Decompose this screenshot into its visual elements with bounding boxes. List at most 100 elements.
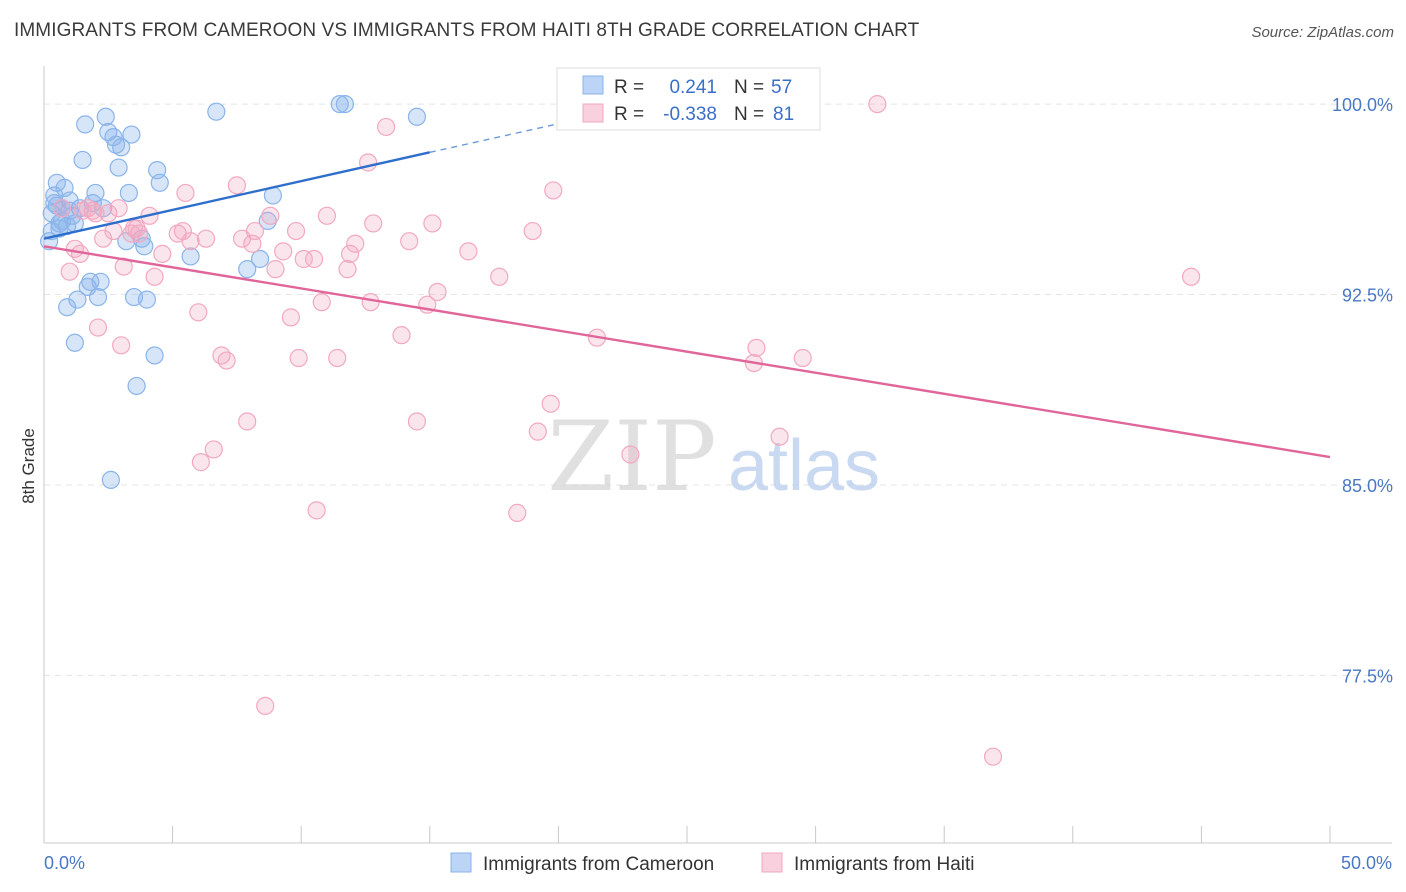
legend-r-label-haiti: R = (614, 104, 644, 125)
cameroon-point-41 (127, 376, 146, 396)
y-axis-title: 8th Grade (19, 428, 38, 504)
series-label-haiti: Immigrants from Haiti (794, 854, 975, 875)
haiti-point-29 (204, 440, 223, 459)
cameroon-point-22 (76, 115, 95, 134)
haiti-point-50 (338, 260, 357, 279)
haiti-point-64 (490, 267, 509, 286)
haiti-point-41 (281, 308, 301, 327)
watermark: ZIP atlas (547, 401, 880, 513)
haiti-point-34 (238, 412, 257, 431)
haiti-point-58 (400, 232, 419, 251)
cameroon-point-36 (112, 138, 131, 157)
legend-r-label-cameroon: R = (614, 77, 644, 98)
cameroon-point-13 (58, 298, 77, 317)
correlation-legend: R = 0.241 N = 57 R = -0.338 N = 81 (556, 67, 821, 131)
haiti-point-20 (145, 267, 164, 286)
axes (43, 66, 1392, 844)
cameroon-point-14 (60, 191, 79, 210)
y-tick-label-0: 100.0% (1332, 95, 1393, 115)
series-label-cameroon: Immigrants from Cameroon (483, 854, 714, 875)
haiti-point-73 (747, 338, 766, 357)
haiti-point-31 (217, 351, 236, 370)
haiti-point-63 (459, 242, 478, 261)
cameroon-point-54 (330, 94, 349, 114)
haiti-point-28 (196, 229, 216, 248)
legend-r-value-haiti: -0.338 (663, 104, 717, 125)
cameroon-point-28 (91, 272, 110, 291)
cameroon-point-52 (258, 211, 277, 230)
x-tick-label-left: 0.0% (44, 853, 85, 873)
cameroon-point-50 (238, 260, 257, 279)
haiti-point-62 (428, 282, 447, 302)
cameroon-point-44 (137, 290, 156, 309)
haiti-point-47 (312, 293, 331, 312)
haiti-point-39 (266, 260, 285, 279)
haiti-point-17 (127, 219, 146, 238)
legend-n-value-cameroon: 57 (771, 77, 792, 98)
legend-swatch-haiti (582, 103, 604, 123)
haiti-point-68 (541, 394, 560, 413)
legend-n-label-haiti: N = (734, 104, 764, 125)
haiti-point-65 (508, 503, 527, 523)
haiti-point-36 (245, 221, 265, 241)
haiti-point-9 (94, 229, 113, 248)
cameroon-point-32 (101, 470, 120, 489)
haiti-point-13 (112, 336, 131, 355)
legend-n-value-haiti: 81 (773, 104, 794, 125)
cameroon-point-30 (96, 107, 115, 126)
watermark-zip: ZIP (547, 401, 716, 513)
haiti-point-61 (423, 214, 442, 233)
haiti-point-15 (122, 224, 141, 243)
haiti-point-37 (256, 696, 275, 715)
haiti-point-46 (307, 501, 326, 520)
y-tick-label-2: 85.0% (1342, 476, 1393, 496)
haiti-point-23 (173, 221, 192, 241)
cameroon-point-56 (407, 107, 427, 126)
haiti-point-10 (99, 204, 118, 223)
cameroon-point-27 (88, 287, 108, 307)
cameroon-point-39 (122, 125, 141, 144)
haiti-point-21 (153, 244, 172, 264)
haiti-point-42 (286, 221, 306, 241)
haiti-point-56 (376, 117, 396, 137)
series-swatch-cameroon (450, 852, 472, 873)
haiti-point-6 (83, 201, 102, 220)
source-credit: Source: ZipAtlas.com (1251, 24, 1394, 41)
cameroon-point-21 (73, 150, 92, 170)
haiti-point-75 (793, 348, 812, 368)
haiti-point-38 (261, 206, 280, 225)
haiti-point-74 (770, 427, 789, 446)
haiti-point-0 (52, 199, 72, 218)
haiti-trend-line (43, 245, 1331, 459)
cameroon-trend-line (43, 151, 431, 240)
cameroon-point-34 (106, 135, 126, 154)
legend-swatch-cameroon (582, 75, 604, 95)
cameroon-point-45 (145, 346, 164, 365)
haiti-point-18 (130, 224, 149, 243)
cameroon-point-49 (207, 102, 226, 121)
haiti-point-67 (528, 422, 547, 441)
haiti-point-43 (289, 348, 308, 368)
cameroon-point-38 (119, 183, 138, 203)
haiti-point-7 (86, 204, 105, 223)
haiti-point-51 (340, 244, 360, 264)
haiti-point-59 (407, 412, 427, 431)
haiti-point-8 (88, 318, 108, 337)
haiti-point-27 (191, 453, 210, 472)
cameroon-trend-extension (429, 105, 636, 154)
cameroon-point-26 (86, 183, 105, 203)
haiti-point-45 (304, 249, 324, 269)
haiti-point-30 (212, 346, 231, 365)
haiti-point-24 (176, 183, 195, 203)
series-swatch-haiti (761, 852, 783, 873)
haiti-point-57 (392, 326, 411, 345)
cameroon-point-55 (335, 94, 355, 114)
watermark-atlas: atlas (728, 426, 880, 506)
cameroon-point-51 (250, 249, 270, 269)
legend-r-value-cameroon: 0.241 (669, 77, 717, 98)
y-tick-label-1: 92.5% (1342, 286, 1393, 306)
haiti-point-78 (1182, 267, 1201, 286)
haiti-point-49 (328, 348, 347, 368)
haiti-point-66 (523, 221, 542, 241)
series-legend: Immigrants from Cameroon Immigrants from… (450, 852, 975, 875)
